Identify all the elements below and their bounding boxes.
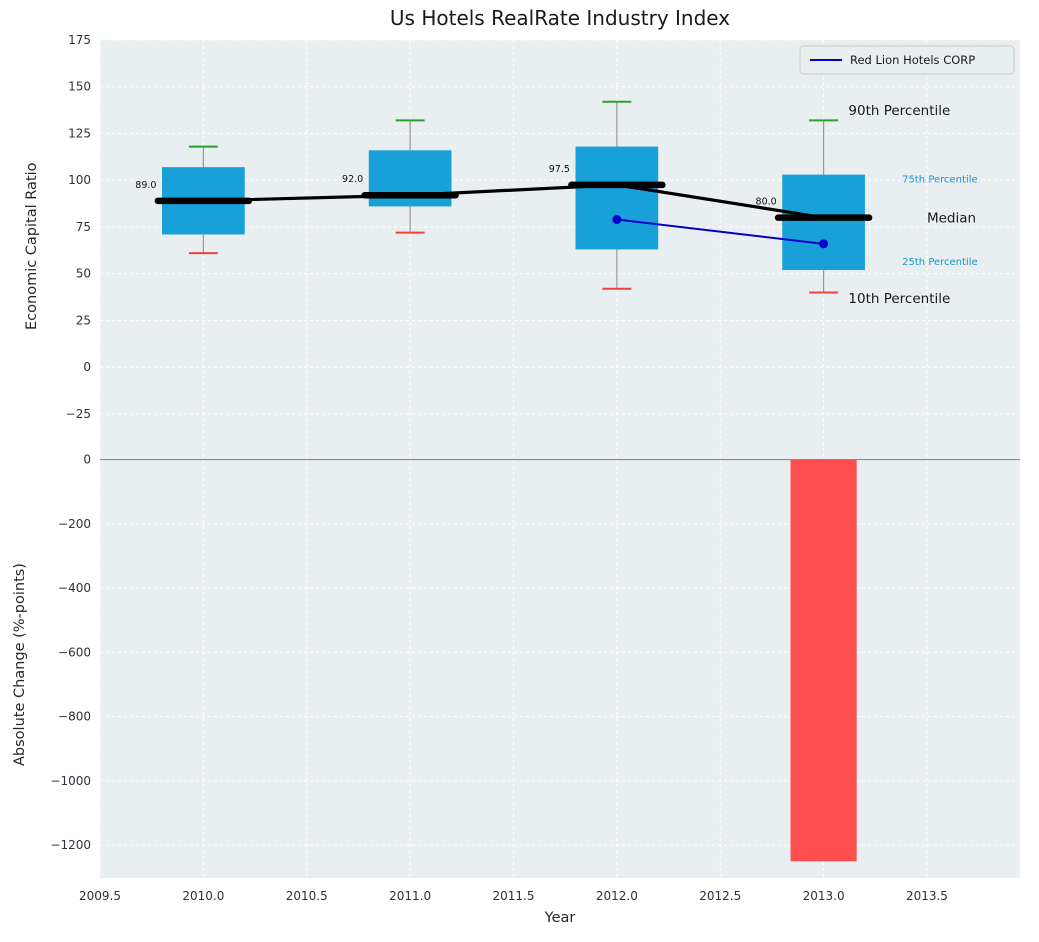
median-value-label-2012: 97.5: [549, 164, 570, 175]
iqr-box-2013: [782, 174, 865, 271]
ytick-top: 0: [83, 360, 91, 374]
company-line: [616, 218, 824, 245]
annotation-10th-percentile: 10th Percentile: [848, 291, 950, 307]
xtick: 2009.5: [79, 889, 121, 903]
median-value-label-2010: 89.0: [135, 180, 156, 191]
median-value-label-2011: 92.0: [342, 174, 363, 185]
y-axis-label-top: Economic Capital Ratio: [24, 162, 40, 330]
annotation-75th-percentile: 75th Percentile: [902, 175, 978, 186]
company-point: [612, 215, 622, 225]
x-axis-label: Year: [544, 910, 576, 926]
ytick-top: −25: [66, 407, 91, 421]
ytick-bottom: 0: [83, 453, 91, 467]
annotation-25th-percentile: 25th Percentile: [902, 257, 978, 268]
median-connector-line: [203, 183, 824, 220]
xtick: 2013.5: [906, 889, 948, 903]
ytick-bottom: −1000: [50, 774, 91, 788]
annotation-median: Median: [927, 211, 976, 227]
median-value-label-2013: 80.0: [756, 197, 777, 208]
ytick-top: 75: [76, 220, 91, 234]
xtick: 2012.0: [596, 889, 638, 903]
ytick-bottom: −400: [58, 581, 91, 595]
ytick-top: 125: [68, 126, 91, 140]
change-bar-2013: [790, 459, 857, 862]
tick-labels: 175 150 125 100 75 50 25 0 −25 0 −200 −400 −600 −800 −…: [50, 33, 948, 903]
ytick-top: 100: [68, 173, 91, 187]
iqr-box-2012: [575, 146, 659, 250]
legend-label: Red Lion Hotels CORP: [850, 53, 975, 67]
xtick: 2013.0: [803, 889, 845, 903]
xtick: 2011.5: [492, 889, 534, 903]
y-axis-label-bottom: Absolute Change (%-points): [12, 563, 28, 766]
ytick-bottom: −200: [58, 517, 91, 531]
ytick-bottom: −800: [58, 710, 91, 724]
chart-title: Us Hotels RealRate Industry Index: [389, 6, 731, 30]
annotation-90th-percentile: 90th Percentile: [848, 103, 950, 119]
ytick-bottom: −1200: [50, 838, 91, 852]
ytick-top: 50: [76, 267, 91, 281]
xtick: 2010.0: [182, 889, 224, 903]
ytick-top: 175: [68, 33, 91, 47]
xtick: 2012.5: [699, 889, 741, 903]
ytick-top: 25: [76, 313, 91, 327]
ytick-bottom: −600: [58, 645, 91, 659]
legend: Red Lion Hotels CORP: [799, 45, 1015, 75]
ytick-top: 150: [68, 80, 91, 94]
xtick: 2010.5: [286, 889, 328, 903]
legend-box: [799, 45, 1015, 75]
xtick: 2011.0: [389, 889, 431, 903]
company-point: [819, 239, 829, 249]
